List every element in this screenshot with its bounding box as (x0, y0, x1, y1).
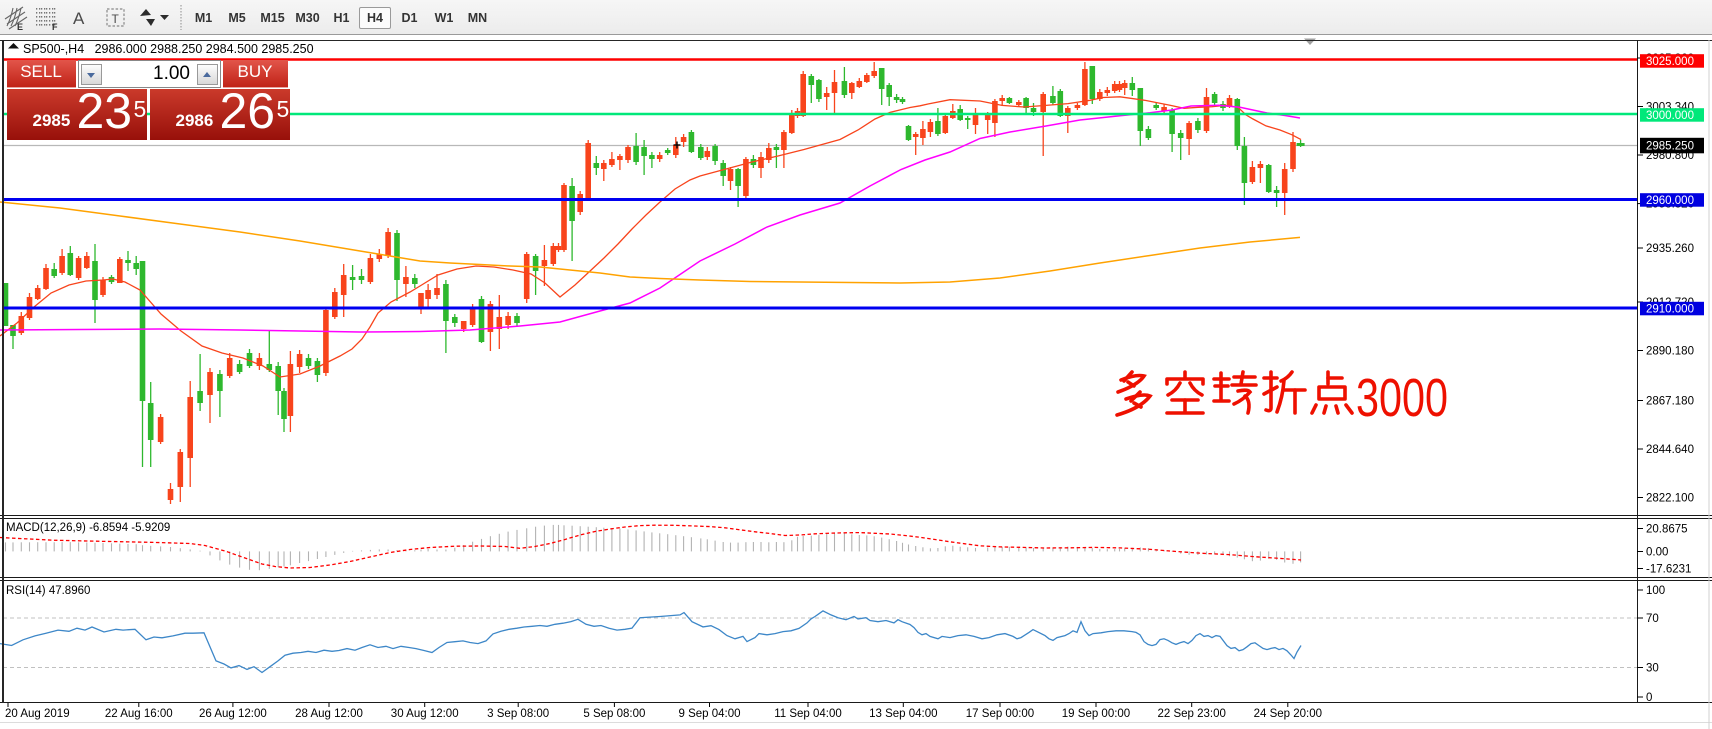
svg-text:F: F (52, 22, 58, 32)
svg-text:9 Sep 04:00: 9 Sep 04:00 (678, 708, 740, 720)
svg-text:11 Sep 04:00: 11 Sep 04:00 (774, 708, 842, 720)
svg-text:22 Aug 16:00: 22 Aug 16:00 (105, 708, 173, 720)
svg-text:5 Sep 08:00: 5 Sep 08:00 (583, 708, 645, 720)
svg-text:MACD(12,26,9) -6.8594 -5.9209: MACD(12,26,9) -6.8594 -5.9209 (6, 522, 170, 534)
svg-text:RSI(14) 47.8960: RSI(14) 47.8960 (6, 585, 90, 597)
svg-text:3000.000: 3000.000 (1646, 110, 1694, 122)
svg-text:13 Sep 04:00: 13 Sep 04:00 (869, 708, 937, 720)
svg-text:2867.180: 2867.180 (1646, 396, 1694, 408)
svg-text:20.8675: 20.8675 (1646, 524, 1688, 536)
svg-text:SP500-,H4 2986.000 2988.250: SP500-,H4 2986.000 2988.250 2984.500 298… (23, 42, 314, 56)
svg-text:22 Sep 23:00: 22 Sep 23:00 (1157, 708, 1225, 720)
svg-text:2960.000: 2960.000 (1646, 195, 1694, 207)
svg-text:A: A (73, 9, 85, 28)
svg-text:24 Sep 20:00: 24 Sep 20:00 (1254, 708, 1322, 720)
svg-text:E: E (17, 22, 23, 32)
svg-text:30 Aug 12:00: 30 Aug 12:00 (391, 708, 459, 720)
svg-text:19 Sep 00:00: 19 Sep 00:00 (1062, 708, 1130, 720)
svg-text:30: 30 (1646, 663, 1659, 675)
svg-text:3 Sep 08:00: 3 Sep 08:00 (487, 708, 549, 720)
svg-text:2822.100: 2822.100 (1646, 493, 1694, 505)
svg-text:0.00: 0.00 (1646, 547, 1668, 559)
svg-text:2890.180: 2890.180 (1646, 346, 1694, 358)
svg-text:-17.6231: -17.6231 (1646, 564, 1691, 576)
svg-text:2985.250: 2985.250 (1646, 141, 1694, 153)
svg-text:T: T (112, 12, 120, 26)
svg-text:20 Aug 2019: 20 Aug 2019 (5, 708, 70, 720)
svg-text:17 Sep 00:00: 17 Sep 00:00 (966, 708, 1034, 720)
svg-text:0: 0 (1646, 692, 1652, 704)
svg-text:70: 70 (1646, 613, 1659, 625)
svg-text:100: 100 (1646, 585, 1665, 597)
svg-text:3025.000: 3025.000 (1646, 56, 1694, 68)
svg-text:2910.000: 2910.000 (1646, 304, 1694, 316)
svg-text:26 Aug 12:00: 26 Aug 12:00 (199, 708, 267, 720)
svg-text:2844.640: 2844.640 (1646, 444, 1694, 456)
svg-text:3000: 3000 (1356, 368, 1448, 428)
svg-text:2935.260: 2935.260 (1646, 243, 1694, 255)
svg-text:28 Aug 12:00: 28 Aug 12:00 (295, 708, 363, 720)
